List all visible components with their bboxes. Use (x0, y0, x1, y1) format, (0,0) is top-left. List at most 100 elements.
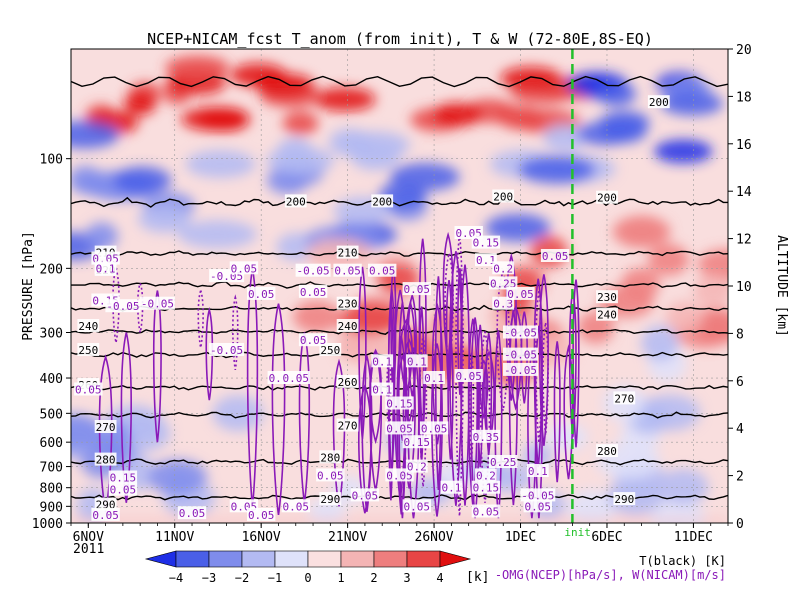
vertical-motion-label-bg (492, 261, 515, 275)
x-year-label: 2011 (73, 542, 104, 557)
altitude-tick-label: 12 (736, 233, 752, 248)
temperature-label-bg (613, 492, 636, 506)
anomaly-patch (137, 204, 191, 233)
colorbar-segment (208, 550, 243, 568)
vertical-motion-label-bg (295, 263, 331, 277)
altitude-axis-label: ALTITUDE [km] (774, 235, 789, 337)
pressure-tick-label: 400 (40, 372, 63, 387)
init-label: init (564, 526, 591, 539)
vertical-motion-label: 0.05 (179, 507, 206, 520)
x-tick-label: 11NOV (155, 530, 194, 545)
temperature-label: 270 (96, 421, 116, 434)
temperature-contour (71, 250, 728, 257)
altitude-tick-label: 10 (736, 280, 752, 295)
vertical-motion-label: -0.05 (141, 298, 174, 311)
colorbar-segment (144, 550, 177, 568)
temperature-label-bg (336, 374, 359, 388)
anomaly-patch (693, 275, 728, 308)
vertical-motion-contour (332, 358, 346, 507)
vertical-motion-label: 0.05 (525, 500, 552, 513)
vertical-motion-contour (494, 330, 503, 519)
vertical-motion-contour (485, 333, 493, 455)
anomaly-patch (640, 394, 701, 431)
temperature-label: 270 (614, 392, 634, 405)
vertical-motion-label-bg (471, 504, 501, 518)
colorbar-tick-label: −1 (268, 571, 282, 585)
altitude-tick-label: 16 (736, 138, 752, 153)
temperature-label: 290 (320, 493, 340, 506)
x-tick-label: 6NOV (73, 530, 104, 545)
altitude-tick-label: 14 (736, 185, 752, 200)
vertical-motion-label: 0.05 (507, 288, 534, 301)
colorbar-segment (274, 550, 309, 568)
anomaly-patch (432, 102, 482, 127)
vertical-motion-contour (232, 294, 239, 371)
vertical-motion-label-bg (281, 371, 310, 384)
vertical-motion-label-bg (371, 382, 394, 396)
vertical-motion-label-bg (209, 343, 245, 356)
vertical-motion-contour (197, 288, 204, 348)
vertical-motion-label-bg (405, 354, 428, 368)
colorbar-tick-label: 3 (403, 571, 410, 585)
vertical-motion-label: 0.05 (473, 506, 500, 519)
temperature-label-bg (492, 189, 515, 203)
vertical-motion-label: 0.05 (92, 509, 119, 522)
vertical-motion-label: 0.05 (110, 484, 137, 497)
temperature-label: 230 (338, 298, 358, 311)
altitude-tick-label: 8 (736, 327, 744, 342)
colorbar-segment (406, 550, 441, 568)
vertical-motion-label: 0.05 (386, 422, 413, 435)
vertical-motion-label: 0.05 (317, 469, 344, 482)
vertical-motion-label-bg (419, 421, 449, 435)
vertical-motion-label-bg (108, 470, 138, 484)
colorbar-tick-label: −3 (202, 571, 216, 585)
vertical-motion-contour (407, 347, 420, 519)
vertical-motion-contour (496, 269, 510, 411)
vertical-motion-label-bg (489, 455, 518, 468)
temperature-label-bg (596, 307, 618, 321)
vertical-motion-label: -0.05 (521, 489, 554, 502)
vertical-motion-label: 0.25 (490, 456, 517, 469)
anomaly-patch (650, 499, 706, 523)
vertical-motion-label-bg (454, 369, 483, 382)
colorbar-tick-label: 0 (304, 571, 311, 585)
vertical-motion-label: 0.15 (404, 436, 431, 449)
x-axis: 6NOV 11NOV 16NOV 21NOV 26NOV 1DEC 6DEC 11DEC (70, 523, 729, 545)
vertical-motion-labels: 0.050.1-0.050.050.15-0.050.05-0.050.050.… (74, 226, 570, 522)
vertical-motion-label-bg (385, 396, 414, 410)
vertical-motion-contour (361, 355, 373, 512)
anomaly-patch (350, 142, 401, 171)
vertical-motion-label-bg (402, 435, 431, 449)
altitude-tick-label: 6 (736, 375, 744, 390)
anomaly-patch (185, 150, 256, 178)
temperature-contour (71, 304, 728, 312)
vertical-motion-label-bg (423, 371, 445, 384)
vertical-motion-contour (449, 251, 463, 506)
vertical-motion-label-bg (523, 499, 552, 513)
temperature-label: 240 (338, 320, 358, 333)
temperature-label-bg (319, 492, 342, 506)
anomaly-patch (276, 137, 313, 166)
pressure-axis-label: PRESSURE [hPa] (21, 231, 36, 341)
vertical-motion-label: -0.05 (210, 344, 243, 357)
vertical-motion-contour (553, 341, 561, 483)
temperature-label-bg (336, 245, 359, 259)
temperature-label: 200 (597, 192, 617, 205)
temperature-label: 200 (372, 195, 392, 208)
x-tick-label: 26NOV (415, 530, 454, 545)
pressure-tick-label: 100 (40, 153, 63, 168)
colorbar-segment (241, 550, 276, 568)
x-tick-label: 21NOV (328, 530, 367, 545)
temperature-label: 280 (597, 445, 617, 458)
vertical-motion-label: 0.1 (372, 355, 392, 368)
vertical-motion-label: 0.1 (424, 372, 444, 385)
temperature-label-bg (336, 418, 359, 432)
anomaly-patch (485, 213, 551, 242)
vertical-motion-contour (396, 336, 407, 515)
vertical-motion-label-bg (471, 480, 501, 494)
vertical-motion-label-bg (247, 507, 276, 521)
vertical-motion-contour (386, 355, 392, 435)
pressure-tick-label: 500 (40, 407, 63, 422)
anomaly-patch (518, 155, 596, 184)
